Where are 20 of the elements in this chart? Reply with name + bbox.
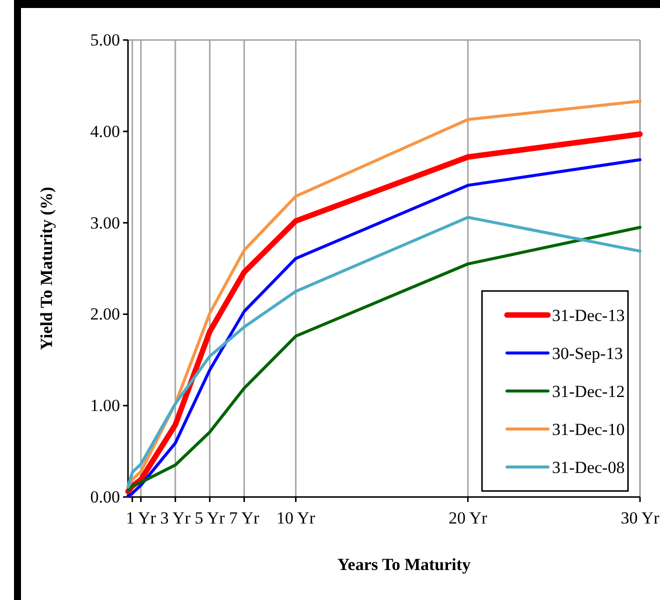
x-tick-label: 7 Yr bbox=[229, 508, 260, 528]
x-tick-label: 20 Yr bbox=[448, 508, 488, 528]
y-tick-label: 5.00 bbox=[90, 30, 120, 50]
y-tick-label: 3.00 bbox=[90, 213, 120, 232]
x-axis-title: Years To Maturity bbox=[337, 555, 472, 574]
x-tick-label: 1 Yr bbox=[126, 508, 156, 528]
x-tick-label: 5 Yr bbox=[194, 508, 226, 528]
y-tick-label: 0.00 bbox=[90, 487, 120, 506]
x-tick-label: 10 Yr bbox=[276, 508, 316, 528]
y-tick-label: 4.00 bbox=[90, 122, 120, 141]
y-axis-title: Yield To Maturity (%) bbox=[37, 186, 56, 350]
legend-label: 31-Dec-10 bbox=[552, 420, 625, 439]
legend-label: 31-Dec-08 bbox=[552, 458, 625, 477]
legend-label: 30-Sep-13 bbox=[552, 344, 623, 363]
x-tick-label: 3 Yr bbox=[160, 508, 191, 528]
legend-label: 31-Dec-12 bbox=[552, 382, 625, 401]
legend-label: 31-Dec-13 bbox=[552, 306, 625, 325]
x-tick-label: 30 Yr bbox=[620, 508, 660, 528]
y-tick-label: 2.00 bbox=[90, 304, 120, 324]
y-tick-label: 1.00 bbox=[90, 396, 120, 416]
